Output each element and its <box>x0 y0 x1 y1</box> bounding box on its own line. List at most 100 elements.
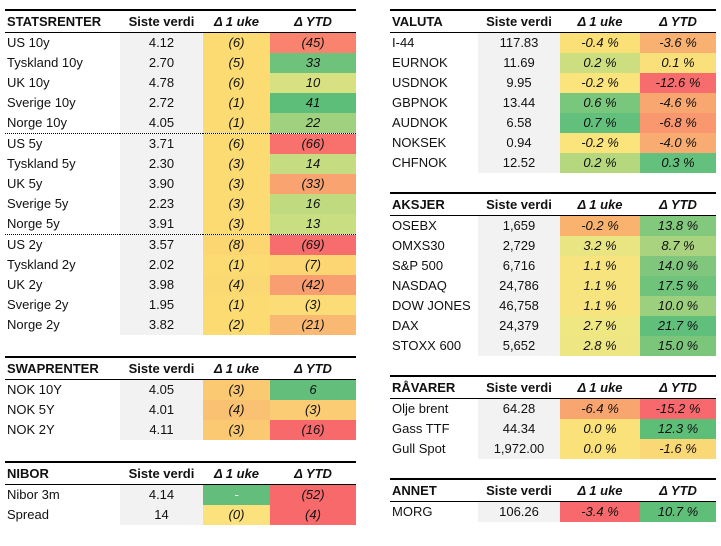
row-label: Spread <box>7 507 49 522</box>
week-change-cell: (4) <box>203 400 270 420</box>
row-label: Olje brent <box>392 401 449 416</box>
table-title-ravarer: RÅVARER <box>390 375 478 399</box>
week-change-cell: (2) <box>203 315 270 335</box>
week-change-cell: (6) <box>203 32 270 53</box>
column-header-value: Siste verdi <box>120 356 203 380</box>
table-title-aksjer: AKSJER <box>390 192 478 216</box>
header-row-valuta: VALUTA Siste verdi Δ 1 uke Δ YTD <box>390 9 716 33</box>
column-header-week: Δ 1 uke <box>560 375 640 399</box>
value-cell: 2.72 <box>120 93 203 113</box>
column-header-ytd: Δ YTD <box>270 461 356 485</box>
value-cell: 3.57 <box>120 234 203 255</box>
ytd-change-cell: -1.6 % <box>640 439 716 459</box>
table-row: Nibor 3m 4.14- (52) <box>5 484 356 505</box>
column-header-ytd: Δ YTD <box>270 356 356 380</box>
table-row: Olje brent 64.28 -6.4 % -15.2 % <box>390 398 716 419</box>
value-cell: 2.23 <box>120 194 203 214</box>
value-cell: 3.90 <box>120 174 203 194</box>
week-change-cell: 0.2 % <box>560 153 640 173</box>
value-cell: 3.71 <box>120 133 203 154</box>
table-row: Tyskland 2y 2.02 (1) (7) <box>5 255 356 275</box>
row-label: DAX <box>392 318 419 333</box>
week-change-cell: 0.6 % <box>560 93 640 113</box>
table-row: Sverige 10y 2.72 (1) 41 <box>5 93 356 113</box>
value-cell: 4.01 <box>120 400 203 420</box>
table-row: NOK 2Y 4.11 (3) (16) <box>5 420 356 440</box>
header-row-annet: ANNET Siste verdi Δ 1 uke Δ YTD <box>390 478 716 502</box>
row-label: Norge 5y <box>5 214 120 235</box>
table-nibor: NIBOR Siste verdi Δ 1 uke Δ YTD Nibor 3m 4.14… <box>5 461 356 525</box>
column-header-week: Δ 1 uke <box>560 192 640 216</box>
row-label: Norge 10y <box>5 113 120 134</box>
column-header-week: Δ 1 uke <box>203 356 270 380</box>
ytd-change-cell: -4.6 % <box>640 93 716 113</box>
table-row: AUDNOK 6.58 0.7 % -6.8 % <box>390 113 716 133</box>
ytd-change-cell: 13.8 % <box>640 215 716 236</box>
week-change-cell: (1) <box>203 255 270 275</box>
value-cell: 4.05 <box>120 113 203 134</box>
table-row: Tyskland 5y 2.30 (3) 14 <box>5 154 356 174</box>
row-label: Sverige 10y <box>7 95 76 110</box>
week-change-cell: (6) <box>203 133 270 154</box>
row-label: NOK 2Y <box>7 422 55 437</box>
value-cell: 1,972.00 <box>478 439 560 459</box>
ytd-change-cell: (45) <box>270 32 356 53</box>
value-cell: 6,716 <box>478 256 560 276</box>
left-column: STATSRENTER Siste verdi Δ 1 uke Δ YTD US 10y… <box>5 9 356 546</box>
value-cell: 1.95 <box>120 295 203 315</box>
value-cell: 64.28 <box>478 398 560 419</box>
ytd-change-cell: (52) <box>270 484 356 505</box>
week-change-cell: 0.2 % <box>560 53 640 73</box>
table-ravarer: RÅVARER Siste verdi Δ 1 uke Δ YTD Olje brent… <box>390 375 716 459</box>
column-header-ytd: Δ YTD <box>270 9 356 33</box>
week-change-cell: -0.4 % <box>560 32 640 53</box>
table-statsrenter: STATSRENTER Siste verdi Δ 1 uke Δ YTD US 10y… <box>5 9 356 335</box>
ytd-change-cell: 15.0 % <box>640 336 716 356</box>
table-row: Gull Spot 1,972.00 0.0 % -1.6 % <box>390 439 716 459</box>
row-label: Gass TTF <box>392 421 450 436</box>
ytd-change-cell: (4) <box>270 505 356 525</box>
table-row: STOXX 600 5,652 2.8 % 15.0 % <box>390 336 716 356</box>
value-cell: 11.69 <box>478 53 560 73</box>
week-change-cell: (0) <box>203 505 270 525</box>
ytd-change-cell: 21.7 % <box>640 316 716 336</box>
ytd-change-cell: (21) <box>270 315 356 335</box>
week-change-cell: - <box>203 484 270 505</box>
value-cell: 4.12 <box>120 32 203 53</box>
week-change-cell: (3) <box>203 379 270 400</box>
table-title-nibor: NIBOR <box>5 461 120 485</box>
row-label: Norge 2y <box>7 317 60 332</box>
ytd-change-cell: 0.3 % <box>640 153 716 173</box>
table-row: NOKSEK 0.94 -0.2 % -4.0 % <box>390 133 716 153</box>
row-label: DOW JONES <box>392 298 471 313</box>
row-label: GBPNOK <box>392 95 448 110</box>
row-label: OSEBX <box>392 218 437 233</box>
week-change-cell: (3) <box>203 194 270 214</box>
table-row: Norge 2y 3.82 (2) (21) <box>5 315 356 335</box>
value-cell: 4.05 <box>120 379 203 400</box>
column-header-ytd: Δ YTD <box>640 375 716 399</box>
header-row-aksjer: AKSJER Siste verdi Δ 1 uke Δ YTD <box>390 192 716 216</box>
table-row: Tyskland 10y 2.70 (5) 33 <box>5 53 356 73</box>
week-change-cell: (1) <box>203 113 270 134</box>
row-label: UK 10y <box>7 75 50 90</box>
column-header-value: Siste verdi <box>478 9 560 33</box>
table-row: UK 10y 4.78 (6) 10 <box>5 73 356 93</box>
value-cell: 14 <box>120 505 203 525</box>
row-label: NOKSEK <box>392 135 447 150</box>
week-change-cell: 0.0 % <box>560 439 640 459</box>
ytd-change-cell: 33 <box>270 53 356 73</box>
value-cell: 4.11 <box>120 420 203 440</box>
table-row: S&P 500 6,716 1.1 % 14.0 % <box>390 256 716 276</box>
value-cell: 13.44 <box>478 93 560 113</box>
header-row-ravarer: RÅVARER Siste verdi Δ 1 uke Δ YTD <box>390 375 716 399</box>
row-label: USDNOK <box>392 75 448 90</box>
week-change-cell: 2.7 % <box>560 316 640 336</box>
value-cell: 24,379 <box>478 316 560 336</box>
week-change-cell: 2.8 % <box>560 336 640 356</box>
ytd-change-cell: 10.0 % <box>640 296 716 316</box>
row-label: NASDAQ <box>392 278 447 293</box>
ytd-change-cell: (3) <box>270 295 356 315</box>
value-cell: 2.70 <box>120 53 203 73</box>
week-change-cell: 0.7 % <box>560 113 640 133</box>
